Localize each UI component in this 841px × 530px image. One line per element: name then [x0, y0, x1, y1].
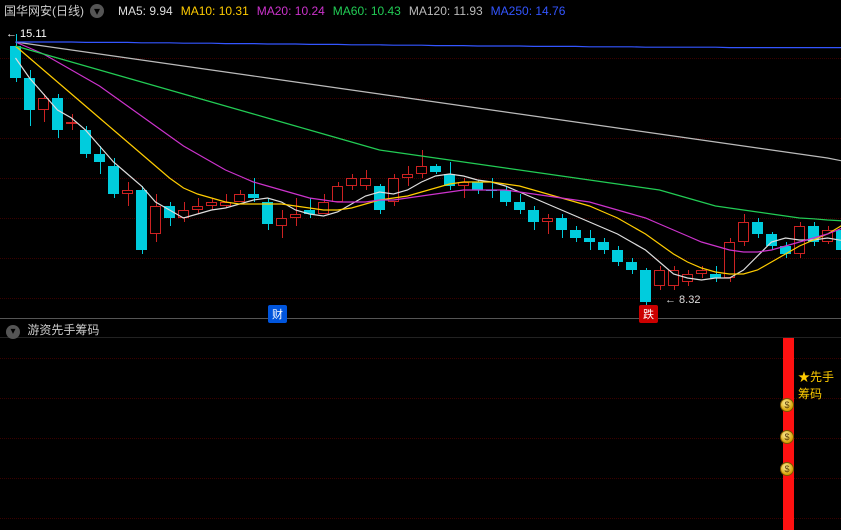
candle[interactable]: [724, 242, 735, 278]
ma-legend-item: MA10: 10.31: [181, 4, 249, 18]
candlestick-chart[interactable]: ← 15.11财跌← 8.32: [0, 18, 841, 318]
chart-header: 国华网安(日线) ▾ MA5: 9.94 MA10: 10.31 MA20: 10.…: [4, 2, 565, 19]
candle[interactable]: [276, 218, 287, 226]
ma-line-MA120: [16, 42, 841, 161]
candle[interactable]: [136, 190, 147, 250]
low-price-label: ← 8.32: [665, 294, 700, 306]
candle[interactable]: [444, 174, 455, 186]
candle[interactable]: [234, 194, 245, 202]
candle[interactable]: [696, 270, 707, 274]
candle[interactable]: [178, 210, 189, 218]
candle[interactable]: [486, 190, 497, 191]
coin-icon: $: [780, 430, 794, 444]
candle[interactable]: [360, 178, 371, 186]
chart-marker: 财: [268, 305, 287, 323]
candle[interactable]: [10, 46, 21, 78]
candle[interactable]: [626, 262, 637, 270]
ma-legend-item: MA60: 10.43: [333, 4, 401, 18]
candle[interactable]: [766, 234, 777, 246]
high-price-label: ← 15.11: [6, 28, 47, 40]
stock-title: 国华网安(日线): [4, 2, 84, 19]
candle[interactable]: [374, 186, 385, 210]
sub-panel-header: ▾ 游资先手筹码: [0, 318, 841, 338]
candle[interactable]: [780, 246, 791, 254]
ma-line-MA250: [16, 42, 841, 48]
ma-legend-item: MA120: 11.93: [409, 4, 483, 18]
candle[interactable]: [248, 194, 259, 198]
ma-legend-item: MA250: 14.76: [491, 4, 566, 18]
candle[interactable]: [752, 222, 763, 234]
ma-legend: MA5: 9.94 MA10: 10.31 MA20: 10.24 MA60: 10.…: [110, 4, 565, 18]
candle[interactable]: [528, 210, 539, 222]
candle[interactable]: [640, 270, 651, 302]
candle[interactable]: [332, 186, 343, 202]
candle[interactable]: [52, 98, 63, 130]
candle[interactable]: [346, 178, 357, 186]
candle[interactable]: [290, 214, 301, 218]
candle[interactable]: [38, 98, 49, 110]
ma-legend-item: MA20: 10.24: [257, 4, 325, 18]
candle[interactable]: [542, 218, 553, 222]
candle[interactable]: [514, 202, 525, 210]
candle[interactable]: [80, 130, 91, 154]
candle[interactable]: [458, 182, 469, 186]
candle[interactable]: [682, 274, 693, 282]
candle[interactable]: [668, 270, 679, 286]
candle[interactable]: [584, 238, 595, 242]
candle[interactable]: [108, 166, 119, 194]
candle[interactable]: [192, 206, 203, 210]
candle[interactable]: [794, 226, 805, 254]
candle[interactable]: [262, 202, 273, 224]
indicator-annotation: ★先手筹码: [798, 368, 841, 402]
candle[interactable]: [24, 78, 35, 110]
candle[interactable]: [472, 182, 483, 190]
candle[interactable]: [122, 190, 133, 194]
candle[interactable]: [612, 250, 623, 262]
candle[interactable]: [164, 206, 175, 218]
candle[interactable]: [738, 222, 749, 242]
dropdown-icon[interactable]: ▾: [90, 4, 104, 18]
candle[interactable]: [556, 218, 567, 230]
candle[interactable]: [416, 166, 427, 174]
candle[interactable]: [304, 210, 315, 214]
sub-title: 游资先手筹码: [27, 323, 99, 337]
candle[interactable]: [570, 230, 581, 238]
dropdown-icon[interactable]: ▾: [6, 325, 20, 339]
candle[interactable]: [710, 274, 721, 278]
candle[interactable]: [66, 122, 77, 124]
candle[interactable]: [150, 206, 161, 234]
candle[interactable]: [808, 226, 819, 242]
candle[interactable]: [318, 202, 329, 214]
candle[interactable]: [220, 202, 231, 206]
candle[interactable]: [206, 202, 217, 206]
candle[interactable]: [94, 154, 105, 162]
candle[interactable]: [402, 174, 413, 178]
coin-icon: $: [780, 398, 794, 412]
candle[interactable]: [430, 166, 441, 172]
candle[interactable]: [388, 178, 399, 202]
chart-marker: 跌: [639, 305, 658, 323]
coin-icon: $: [780, 462, 794, 476]
candle[interactable]: [822, 230, 833, 242]
candle[interactable]: [654, 270, 665, 286]
candle[interactable]: [500, 190, 511, 202]
indicator-panel[interactable]: ★先手筹码 $ $ $: [0, 338, 841, 530]
candle[interactable]: [836, 230, 841, 250]
candle[interactable]: [598, 242, 609, 250]
ma-legend-item: MA5: 9.94: [118, 4, 173, 18]
